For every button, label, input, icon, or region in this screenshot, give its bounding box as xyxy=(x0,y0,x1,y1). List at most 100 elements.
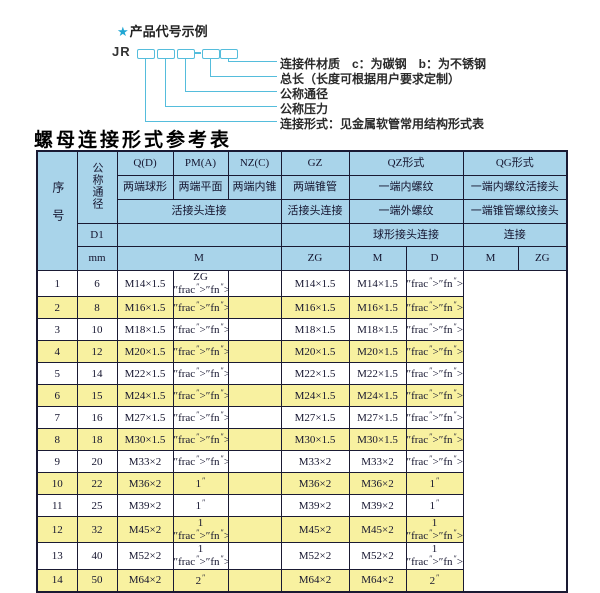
cell-qg-zg: ″frac″>″fn″>3″fd″>4″ xyxy=(405,428,464,452)
header-row3-qg: 一端锥管螺纹接头 xyxy=(462,199,568,224)
cell-gz-zg: ″frac″>″fn″>3″fd″>4″ xyxy=(172,450,229,474)
header-unit-m: M xyxy=(116,246,282,271)
header-joint-gz: 活接头连接 xyxy=(280,199,350,224)
cell-qg-m: M36×2 xyxy=(348,472,407,496)
table-row: 818M30×1.5″frac″>″fn″>3″fd″>4″M30×1.5M30… xyxy=(36,428,567,452)
page-title: 螺母连接形式参考表 xyxy=(34,130,233,151)
header-row4-qz: 球形接头连接 xyxy=(348,223,464,247)
star-icon: ★ xyxy=(117,24,129,39)
cell-qz-m xyxy=(227,318,282,342)
cell-qz-d: M22×1.5 xyxy=(280,362,350,386)
cell-qz-m xyxy=(227,472,282,496)
cell-qg-m: M22×1.5 xyxy=(348,362,407,386)
cell-serial: 2 xyxy=(36,296,78,320)
diagram-title: ★产品代号示例 xyxy=(117,21,208,40)
cell-dn-mm: 18 xyxy=(76,428,118,452)
cell-qz-d: M18×1.5 xyxy=(280,318,350,342)
cell-m-thread: M64×2 xyxy=(116,568,174,593)
header-code-qz: QZ形式 xyxy=(348,150,464,176)
cell-qg-zg: ″frac″>″fn″>3″fd″>8″ xyxy=(405,296,464,320)
cell-m-thread: M39×2 xyxy=(116,494,174,518)
cell-qg-zg: 1″ xyxy=(405,472,464,496)
connector-line xyxy=(165,58,166,106)
cell-m-thread: M24×1.5 xyxy=(116,384,174,408)
cell-serial: 11 xyxy=(36,494,78,518)
header-desc-nz: 两端内锥 xyxy=(227,175,282,200)
header-code-pm: PM(A) xyxy=(172,150,229,176)
header-blank-gz xyxy=(280,223,350,247)
diagram-label-length: 总长（长度可根据用户要求定制） xyxy=(280,72,461,86)
header-code-nz: NZ(C) xyxy=(227,150,282,176)
cell-serial: 6 xyxy=(36,384,78,408)
cell-qz-d: M16×1.5 xyxy=(280,296,350,320)
cell-qg-zg: ″frac″>″fn″>3″fd″>4″ xyxy=(405,450,464,474)
header-desc-gz: 两端锥管 xyxy=(280,175,350,200)
cell-qz-d: M52×2 xyxy=(280,542,350,570)
cell-qz-d: M27×1.5 xyxy=(280,406,350,430)
cell-gz-zg: 1 ″frac″>″fn″>1″fd″>2″ xyxy=(172,542,229,570)
cell-qg-m: M24×1.5 xyxy=(348,384,407,408)
cell-dn-mm: 50 xyxy=(76,568,118,593)
cell-serial: 3 xyxy=(36,318,78,342)
cell-qg-m: M20×1.5 xyxy=(348,340,407,364)
cell-m-thread: M36×2 xyxy=(116,472,174,496)
connector-line xyxy=(210,58,211,76)
code-box-3 xyxy=(177,49,195,59)
connector-line xyxy=(228,61,277,62)
cell-qg-m: M16×1.5 xyxy=(348,296,407,320)
code-dash xyxy=(195,52,201,54)
cell-qg-zg: ″frac″>″fn″>3″fd″>8″ xyxy=(405,318,464,342)
cell-qz-d: M64×2 xyxy=(280,568,350,593)
diagram-title-text: 产品代号示例 xyxy=(129,24,208,39)
table-row: 412M20×1.5″frac″>″fn″>1″fd″>2″M20×1.5M20… xyxy=(36,340,567,364)
cell-gz-zg: ″frac″>″fn″>3″fd″>4″ xyxy=(172,428,229,452)
cell-qg-m: M39×2 xyxy=(348,494,407,518)
header-unit-qg-zg: ZG xyxy=(517,246,568,271)
cell-qz-d: M45×2 xyxy=(280,516,350,544)
connector-line xyxy=(165,106,277,107)
header-unit-gz-zg: ZG xyxy=(280,246,350,271)
header-desc-qz: 一端内螺纹 xyxy=(348,175,464,200)
cell-m-thread: M16×1.5 xyxy=(116,296,174,320)
cell-qg-m: M30×1.5 xyxy=(348,428,407,452)
header-serial: 序号 xyxy=(36,150,78,271)
code-box-5 xyxy=(220,49,238,59)
cell-dn-mm: 14 xyxy=(76,362,118,386)
cell-gz-zg: 1″ xyxy=(172,472,229,496)
cell-serial: 8 xyxy=(36,428,78,452)
cell-gz-zg: ″frac″>″fn″>1″fd″>2″ xyxy=(172,362,229,386)
cell-qz-m xyxy=(227,269,282,298)
cell-qz-d: M36×2 xyxy=(280,472,350,496)
header-code-q: Q(D) xyxy=(116,150,174,176)
cell-gz-zg: 1 ″frac″>″fn″>1″fd″>4″ xyxy=(172,516,229,544)
cell-qg-m: M33×2 xyxy=(348,450,407,474)
header-unit-qz-d: D xyxy=(405,246,464,271)
cell-qg-zg: ″frac″>″fn″>1″fd″>2″ xyxy=(405,406,464,430)
header-unit-qz-m: M xyxy=(348,246,407,271)
diagram-label-diameter: 公称通径 xyxy=(280,87,329,101)
header-desc-qg: 一端内螺纹活接头 xyxy=(462,175,568,200)
cell-qg-m: M27×1.5 xyxy=(348,406,407,430)
cell-serial: 5 xyxy=(36,362,78,386)
cell-dn-mm: 40 xyxy=(76,542,118,570)
header-d1: D1 xyxy=(76,223,118,247)
cell-qz-d: M30×1.5 xyxy=(280,428,350,452)
reference-table: 序号 公称通径 Q(D) PM(A) NZ(C) GZ QZ形式 QG形式 两端… xyxy=(36,150,569,593)
cell-m-thread: M18×1.5 xyxy=(116,318,174,342)
cell-qz-d: M14×1.5 xyxy=(280,269,350,298)
table-row: 10 22 M36×2 1″ M36×2 M36×2 1″ xyxy=(36,472,567,496)
cell-dn-mm: 10 xyxy=(76,318,118,342)
header-row4-qg: 连接 xyxy=(462,223,568,247)
diagram-label-material: 连接件材质 c：为碳钢 b：为不锈钢 xyxy=(280,57,487,71)
connector-line xyxy=(210,76,277,77)
cell-gz-zg: 2″ xyxy=(172,568,229,593)
cell-qz-m xyxy=(227,494,282,518)
header-desc-pm: 两端平面 xyxy=(172,175,229,200)
cell-serial: 13 xyxy=(36,542,78,570)
cell-qg-m: M52×2 xyxy=(348,542,407,570)
cell-m-thread: M45×2 xyxy=(116,516,174,544)
cell-qz-m xyxy=(227,340,282,364)
cell-qz-m xyxy=(227,384,282,408)
